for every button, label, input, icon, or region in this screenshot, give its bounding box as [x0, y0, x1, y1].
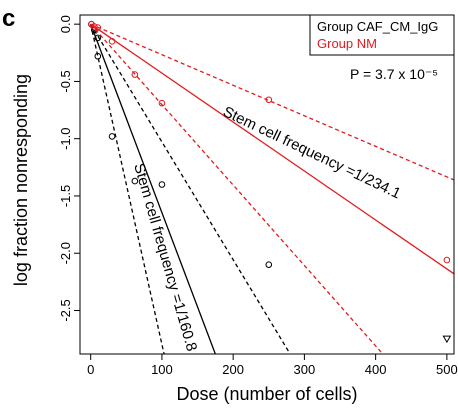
censored-point-caf-0 [442, 335, 452, 344]
y-tick-label: -2.0 [58, 242, 73, 264]
x-tick-label: 400 [365, 362, 387, 377]
y-axis-title: log fraction nonresponding [11, 74, 31, 286]
x-tick-label: 500 [436, 362, 458, 377]
data-point-nm-7 [443, 256, 451, 264]
x-axis-title: Dose (number of cells) [176, 384, 357, 404]
y-tick-label: -1.5 [58, 185, 73, 207]
legend-entry-nm: Group NM [317, 36, 377, 51]
annotation-caf-frequency: Stem cell frequency =1/160.8 [130, 161, 200, 353]
data-point-nm-3 [108, 38, 116, 45]
ci-line-nm-1 [90, 23, 454, 181]
x-tick-label: 300 [294, 362, 316, 377]
y-tick-label: -2.5 [58, 299, 73, 321]
p-value-label: P = 3.7 x 10⁻⁵ [350, 66, 438, 82]
legend-box [309, 14, 455, 56]
plot-marks [88, 20, 454, 354]
y-axis: 0.0 -0.5 -1.0 -1.5 -2.0 -2.5 [58, 15, 80, 322]
ci-line-caf-1 [90, 23, 291, 354]
data-point-nm-1 [90, 23, 98, 30]
data-point-nm-5 [158, 99, 166, 107]
fit-line-nm [90, 23, 454, 275]
legend-entry-caf: Group CAF_CM_IgG [317, 19, 438, 34]
data-point-caf-6 [158, 181, 166, 188]
data-point-nm-2 [94, 24, 102, 31]
panel-label: c [2, 5, 15, 32]
x-tick-label: 200 [222, 362, 244, 377]
data-point-nm-4 [131, 71, 139, 78]
plot-frame [79, 14, 455, 355]
data-point-caf-4 [108, 133, 116, 140]
annotation-nm-frequency: Stem cell frequency =1/234.1 [220, 103, 403, 202]
y-tick-label: -1.0 [58, 127, 73, 149]
plot-area [88, 20, 454, 354]
ci-line-caf-0 [90, 24, 165, 354]
x-tick-label: 0 [87, 362, 94, 377]
y-tick-label: 0.0 [58, 15, 73, 33]
data-point-nm-6 [265, 96, 273, 104]
x-axis: 0 100 200 300 400 500 [87, 354, 458, 377]
legend: Group CAF_CM_IgG Group NM [309, 14, 455, 56]
y-tick-label: -0.5 [58, 70, 73, 92]
data-point-caf-3 [94, 52, 102, 60]
fit-line-caf [90, 23, 216, 354]
data-point-caf-5 [131, 177, 139, 185]
ci-line-nm-0 [90, 23, 384, 354]
data-point-caf-7 [265, 261, 273, 268]
x-tick-label: 100 [151, 362, 173, 377]
data-point-caf-2 [94, 34, 102, 42]
